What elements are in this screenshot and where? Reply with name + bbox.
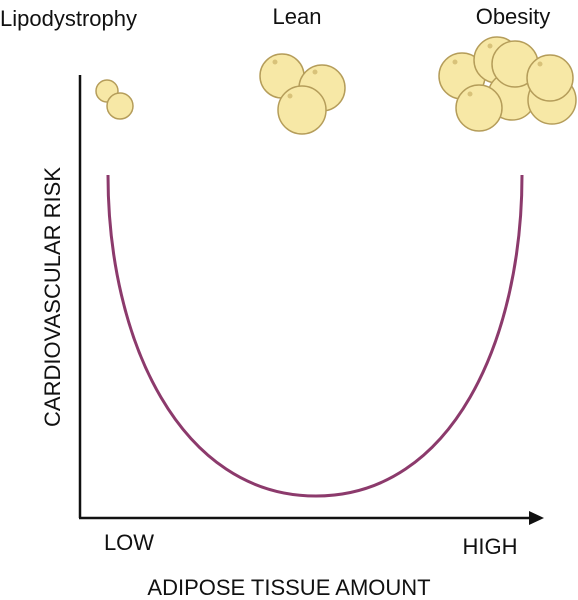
group-label: Lean xyxy=(273,4,322,29)
x-axis-low: LOW xyxy=(104,530,154,555)
cells-obese xyxy=(438,36,577,132)
x-axis-title: ADIPOSE TISSUE AMOUNT xyxy=(147,575,430,600)
risk-curve xyxy=(106,174,524,498)
cells-small xyxy=(95,79,134,120)
axis-arrow xyxy=(529,511,544,525)
group-label: Obesity xyxy=(476,4,551,29)
cells-lean xyxy=(259,53,346,135)
group-label: Lipodystrophy xyxy=(0,6,137,31)
x-axis-high: HIGH xyxy=(463,534,518,559)
y-axis-title: CARDIOVASCULAR RISK xyxy=(40,167,65,427)
